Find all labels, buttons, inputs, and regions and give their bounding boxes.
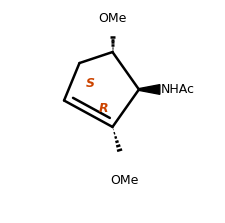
Text: NHAc: NHAc [161,83,195,96]
Polygon shape [139,85,160,94]
Text: OMe: OMe [98,12,127,25]
Text: OMe: OMe [110,174,139,187]
Text: R: R [99,102,108,115]
Text: S: S [86,77,95,91]
